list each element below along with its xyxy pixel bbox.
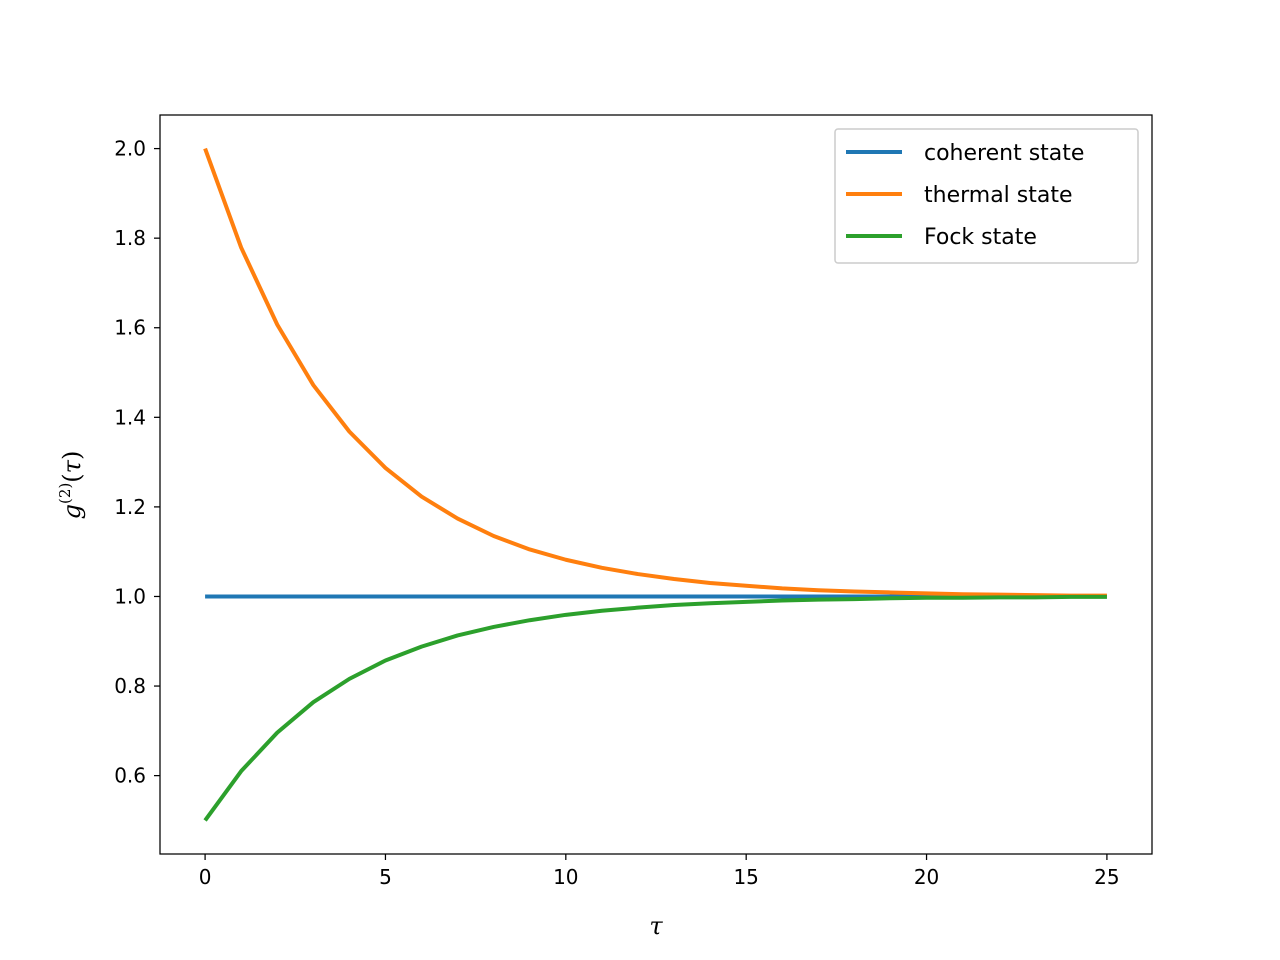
y-tick-label: 2.0 xyxy=(114,137,146,161)
x-tick-label: 5 xyxy=(379,865,392,889)
x-axis-label: τ xyxy=(649,912,663,940)
legend-label-coherent-state: coherent state xyxy=(924,141,1084,166)
legend: coherent state thermal state Fock state xyxy=(834,128,1139,264)
x-axis-ticks: 0 5 10 15 20 25 xyxy=(199,854,1120,889)
legend-box xyxy=(834,128,1139,264)
series-line-fock-state xyxy=(203,594,1107,822)
y-tick-label: 1.0 xyxy=(114,584,146,608)
x-tick-label: 20 xyxy=(914,865,939,889)
x-tick-label: 25 xyxy=(1094,865,1119,889)
y-axis-ticks: 0.6 0.8 1.0 1.2 1.4 1.6 1.8 2.0 xyxy=(114,137,160,788)
legend-label-thermal-state: thermal state xyxy=(924,183,1073,208)
y-axis-label-base: g xyxy=(58,504,86,519)
y-axis-label-argument: τ xyxy=(58,459,86,473)
legend-label-fock-state: Fock state xyxy=(924,225,1037,250)
y-axis-label-superscript: (2) xyxy=(56,483,74,504)
y-axis-label-close-paren: ) xyxy=(58,451,86,460)
y-tick-label: 1.2 xyxy=(114,495,146,519)
series-line-thermal-state xyxy=(203,147,1107,598)
y-tick-label: 1.4 xyxy=(114,405,146,429)
y-tick-label: 0.8 xyxy=(114,674,146,698)
y-axis-label-open-paren: ( xyxy=(58,473,86,482)
y-tick-label: 1.6 xyxy=(114,316,146,340)
axes-frame xyxy=(159,114,1153,855)
series-layer xyxy=(203,147,1107,822)
x-tick-label: 15 xyxy=(733,865,758,889)
x-tick-label: 10 xyxy=(553,865,578,889)
y-tick-label: 0.6 xyxy=(114,764,146,788)
x-tick-label: 0 xyxy=(199,865,212,889)
y-tick-label: 1.8 xyxy=(114,226,146,250)
y-axis-label: g(2)(τ) xyxy=(56,451,86,520)
